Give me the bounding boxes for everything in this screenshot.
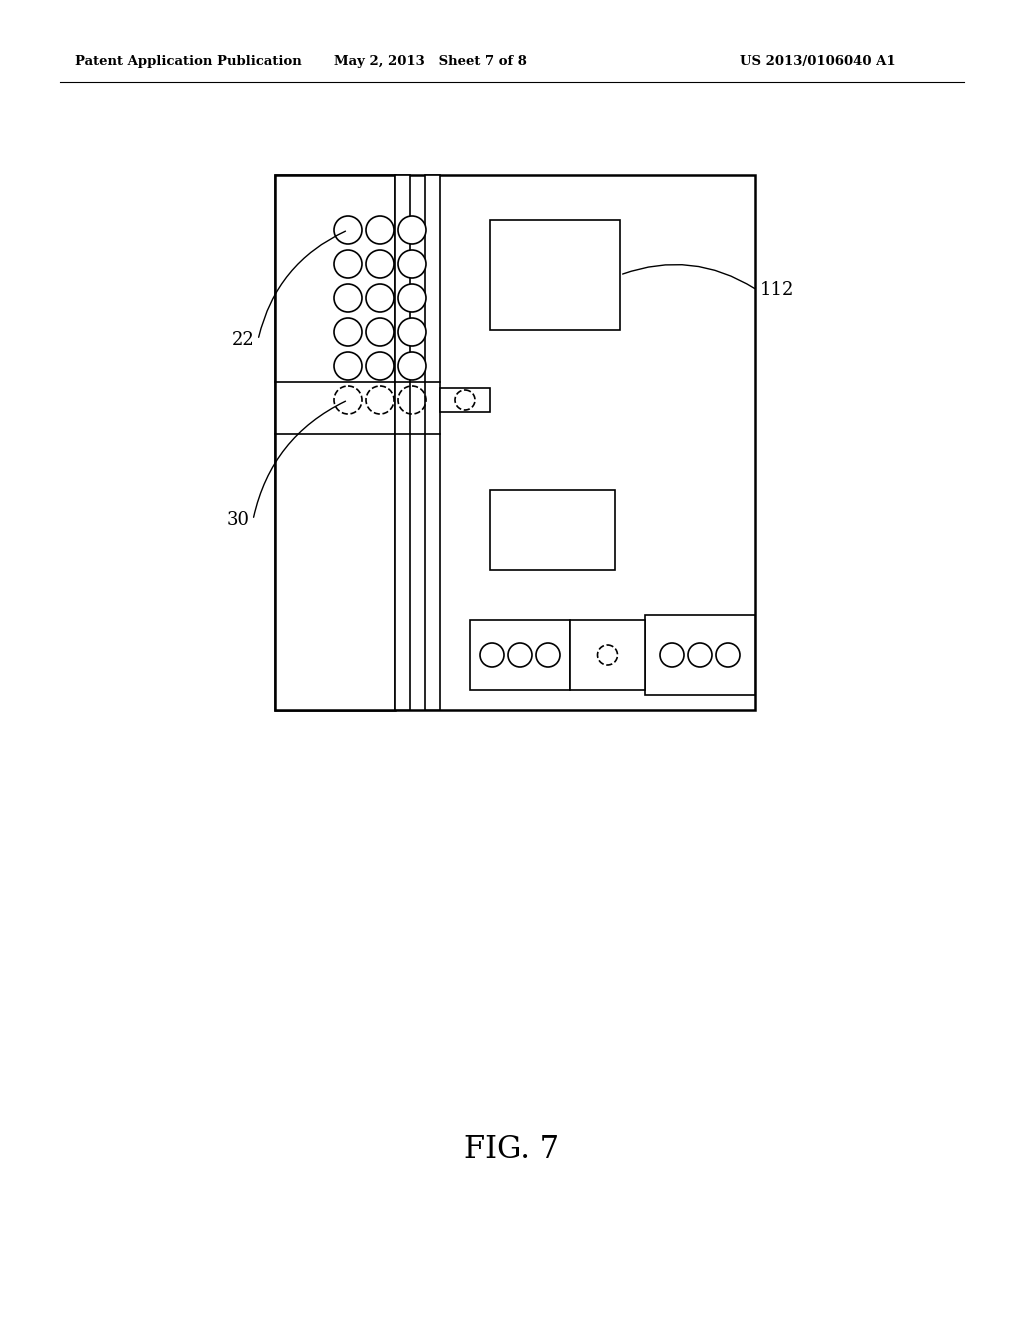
Bar	[490, 490, 615, 570]
Bar	[570, 620, 645, 690]
Bar	[645, 615, 755, 696]
Text: 112: 112	[760, 281, 795, 300]
Circle shape	[366, 284, 394, 312]
Circle shape	[716, 643, 740, 667]
Bar	[275, 176, 755, 710]
Text: May 2, 2013   Sheet 7 of 8: May 2, 2013 Sheet 7 of 8	[334, 55, 526, 69]
Circle shape	[366, 318, 394, 346]
Circle shape	[660, 643, 684, 667]
Circle shape	[366, 249, 394, 279]
Circle shape	[398, 352, 426, 380]
Circle shape	[688, 643, 712, 667]
Text: 30: 30	[227, 511, 250, 529]
Circle shape	[536, 643, 560, 667]
Bar	[275, 176, 395, 710]
Text: US 2013/0106040 A1: US 2013/0106040 A1	[740, 55, 896, 69]
Circle shape	[366, 352, 394, 380]
Bar	[490, 220, 620, 330]
Circle shape	[480, 643, 504, 667]
Circle shape	[334, 352, 362, 380]
Bar	[395, 176, 410, 710]
Circle shape	[366, 216, 394, 244]
Bar	[440, 388, 490, 412]
Text: FIG. 7: FIG. 7	[465, 1134, 559, 1166]
Circle shape	[398, 284, 426, 312]
Bar	[425, 176, 440, 710]
Circle shape	[334, 249, 362, 279]
Text: 22: 22	[232, 331, 255, 348]
Circle shape	[508, 643, 532, 667]
Circle shape	[334, 318, 362, 346]
Circle shape	[334, 216, 362, 244]
Circle shape	[398, 318, 426, 346]
Circle shape	[398, 249, 426, 279]
Circle shape	[334, 284, 362, 312]
Text: Patent Application Publication: Patent Application Publication	[75, 55, 302, 69]
Circle shape	[398, 216, 426, 244]
Bar	[470, 620, 570, 690]
